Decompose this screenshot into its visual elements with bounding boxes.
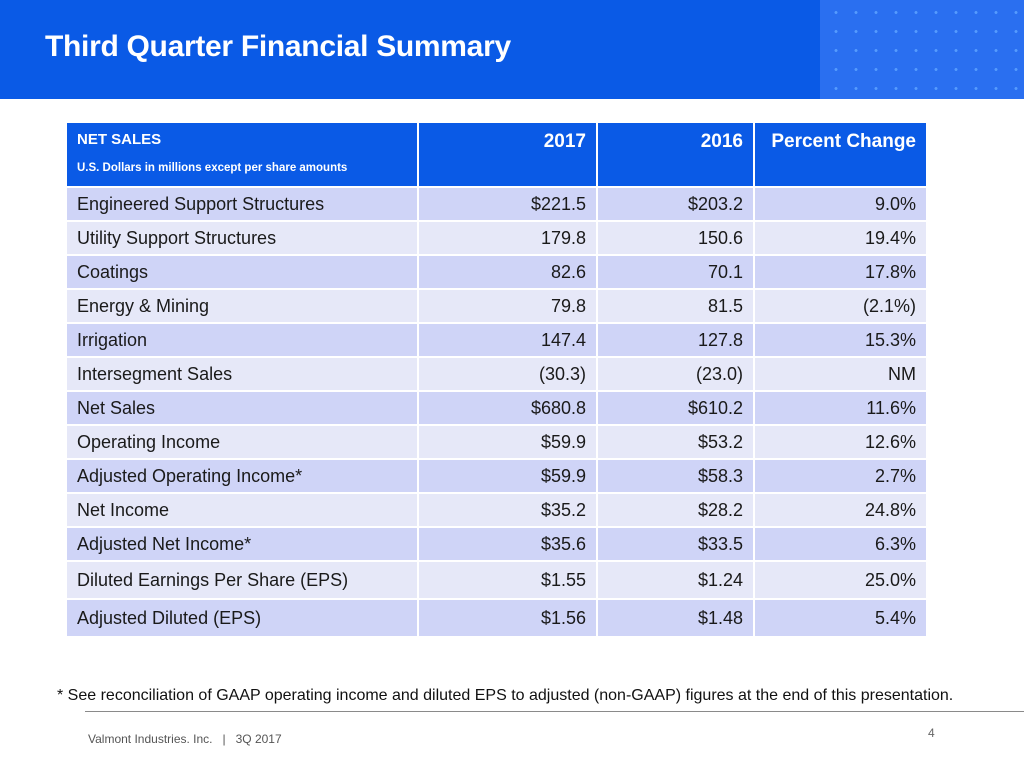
value-2016: 81.5: [596, 288, 755, 324]
table-row: Adjusted Diluted (EPS) $1.56 $1.48 5.4%: [65, 598, 928, 638]
table-subtitle: U.S. Dollars in millions except per shar…: [77, 162, 348, 174]
value-2017: 79.8: [417, 288, 598, 324]
row-label: Net Income: [65, 492, 419, 528]
value-2016: $53.2: [596, 424, 755, 460]
value-2016: 127.8: [596, 322, 755, 358]
value-2016: (23.0): [596, 356, 755, 392]
value-2017: $680.8: [417, 390, 598, 426]
value-2017: 82.6: [417, 254, 598, 290]
row-label: Coatings: [65, 254, 419, 290]
value-2016: $1.48: [596, 598, 755, 638]
percent-change: 9.0%: [753, 186, 928, 222]
dot-pattern-decoration: [820, 0, 1024, 99]
column-header-2016: 2016: [700, 131, 743, 152]
percent-change: 25.0%: [753, 560, 928, 600]
header-cell-2016: 2016: [596, 121, 755, 188]
row-label: Diluted Earnings Per Share (EPS): [65, 560, 419, 600]
row-label: Utility Support Structures: [65, 220, 419, 256]
table-row: Net Income $35.2 $28.2 24.8%: [65, 492, 928, 528]
row-label: Adjusted Operating Income*: [65, 458, 419, 494]
page-title: Third Quarter Financial Summary: [45, 30, 511, 63]
value-2017: 147.4: [417, 322, 598, 358]
header-cell-percent-change: Percent Change: [753, 121, 928, 188]
table-row: Utility Support Structures 179.8 150.6 1…: [65, 220, 928, 256]
value-2016: $28.2: [596, 492, 755, 528]
percent-change: NM: [753, 356, 928, 392]
value-2017: $59.9: [417, 424, 598, 460]
percent-change: (2.1%): [753, 288, 928, 324]
value-2016: $1.24: [596, 560, 755, 600]
table-row: Energy & Mining 79.8 81.5 (2.1%): [65, 288, 928, 324]
value-2017: $221.5: [417, 186, 598, 222]
table-row: Adjusted Operating Income* $59.9 $58.3 2…: [65, 458, 928, 494]
column-header-percent-change: Percent Change: [771, 131, 916, 152]
footer-divider: [85, 711, 1024, 712]
value-2016: 150.6: [596, 220, 755, 256]
percent-change: 24.8%: [753, 492, 928, 528]
percent-change: 12.6%: [753, 424, 928, 460]
footnote: * See reconciliation of GAAP operating i…: [57, 687, 954, 704]
value-2017: $59.9: [417, 458, 598, 494]
value-2017: $35.2: [417, 492, 598, 528]
value-2017: $1.55: [417, 560, 598, 600]
row-label: Engineered Support Structures: [65, 186, 419, 222]
percent-change: 6.3%: [753, 526, 928, 562]
row-label: Energy & Mining: [65, 288, 419, 324]
row-label: Net Sales: [65, 390, 419, 426]
value-2017: $1.56: [417, 598, 598, 638]
value-2016: 70.1: [596, 254, 755, 290]
table-header-row: NET SALES U.S. Dollars in millions excep…: [65, 121, 928, 188]
title-banner: Third Quarter Financial Summary: [0, 0, 1024, 99]
table-row: Diluted Earnings Per Share (EPS) $1.55 $…: [65, 560, 928, 600]
percent-change: 11.6%: [753, 390, 928, 426]
table-row: Irrigation 147.4 127.8 15.3%: [65, 322, 928, 358]
value-2016: $610.2: [596, 390, 755, 426]
row-label: Irrigation: [65, 322, 419, 358]
header-cell-net-sales: NET SALES U.S. Dollars in millions excep…: [65, 121, 419, 188]
row-label: Adjusted Diluted (EPS): [65, 598, 419, 638]
table-row: Intersegment Sales (30.3) (23.0) NM: [65, 356, 928, 392]
percent-change: 17.8%: [753, 254, 928, 290]
percent-change: 19.4%: [753, 220, 928, 256]
financial-summary-table: NET SALES U.S. Dollars in millions excep…: [65, 121, 928, 638]
percent-change: 5.4%: [753, 598, 928, 638]
row-label: Intersegment Sales: [65, 356, 419, 392]
row-label: Adjusted Net Income*: [65, 526, 419, 562]
footer-company: Valmont Industries. Inc. | 3Q 2017: [88, 732, 282, 746]
header-cell-2017: 2017: [417, 121, 598, 188]
page-number: 4: [928, 726, 935, 740]
value-2017: $35.6: [417, 526, 598, 562]
table-row: Operating Income $59.9 $53.2 12.6%: [65, 424, 928, 460]
value-2017: 179.8: [417, 220, 598, 256]
percent-change: 15.3%: [753, 322, 928, 358]
table-row: Coatings 82.6 70.1 17.8%: [65, 254, 928, 290]
table-row: Engineered Support Structures $221.5 $20…: [65, 186, 928, 222]
value-2016: $58.3: [596, 458, 755, 494]
value-2016: $33.5: [596, 526, 755, 562]
column-header-2017: 2017: [543, 131, 586, 152]
value-2016: $203.2: [596, 186, 755, 222]
table-row: Adjusted Net Income* $35.6 $33.5 6.3%: [65, 526, 928, 562]
table-title: NET SALES: [77, 131, 162, 148]
value-2017: (30.3): [417, 356, 598, 392]
percent-change: 2.7%: [753, 458, 928, 494]
row-label: Operating Income: [65, 424, 419, 460]
table-row-total: Net Sales $680.8 $610.2 11.6%: [65, 390, 928, 426]
